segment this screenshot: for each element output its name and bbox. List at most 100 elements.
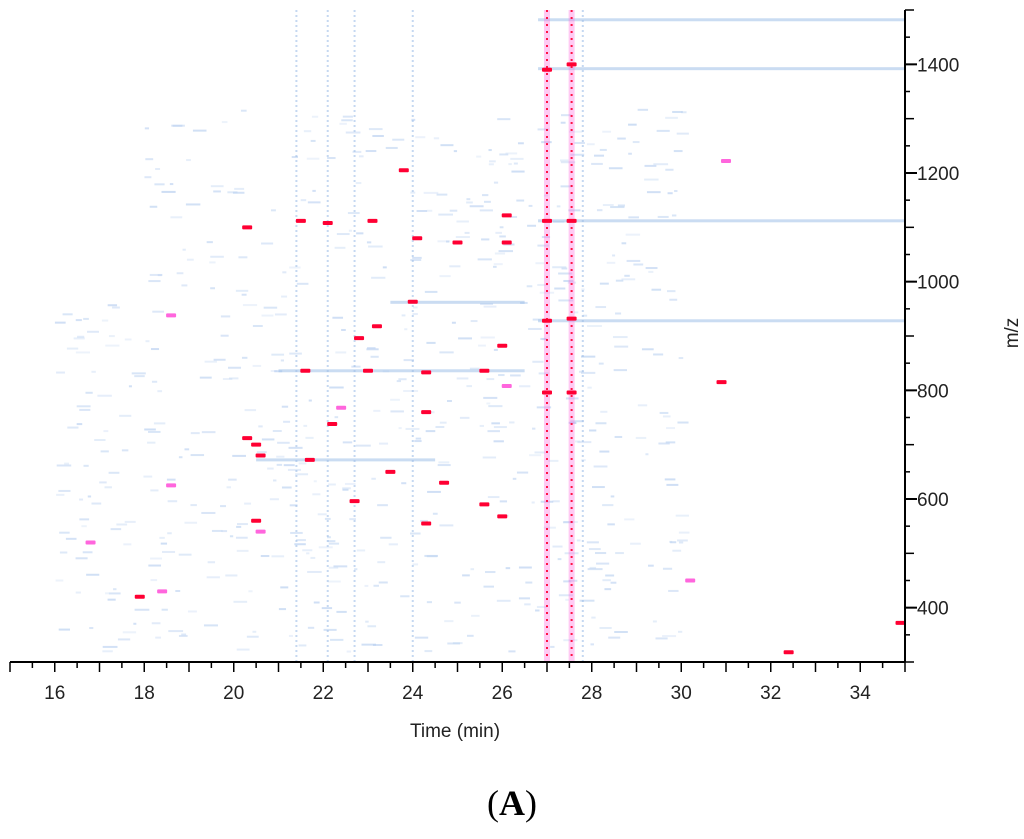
- noise-mark: [479, 209, 493, 212]
- trace-layer: [256, 10, 905, 662]
- noise-mark: [341, 328, 346, 331]
- peak-mark: [354, 336, 365, 341]
- noise-mark: [405, 427, 420, 430]
- peak-mark: [295, 218, 306, 223]
- noise-mark: [499, 153, 509, 156]
- noise-mark: [321, 607, 333, 610]
- noise-mark: [637, 404, 648, 407]
- noise-mark: [470, 320, 478, 323]
- noise-mark: [535, 609, 540, 612]
- noise-mark: [615, 279, 624, 282]
- noise-mark: [282, 271, 287, 274]
- noise-mark: [348, 229, 352, 232]
- noise-mark: [306, 552, 310, 555]
- noise-mark: [160, 542, 168, 545]
- noise-mark: [310, 139, 316, 142]
- noise-mark: [617, 204, 625, 207]
- noise-mark: [298, 644, 307, 647]
- noise-mark: [538, 372, 549, 375]
- noise-mark: [617, 137, 626, 140]
- noise-mark: [484, 200, 491, 203]
- noise-mark: [330, 638, 344, 641]
- noise-mark: [587, 325, 602, 328]
- noise-mark: [458, 337, 473, 340]
- noise-mark: [246, 635, 259, 638]
- noise-mark: [347, 212, 360, 215]
- noise-mark: [162, 550, 176, 553]
- noise-mark: [371, 276, 386, 279]
- noise-mark: [73, 337, 85, 340]
- noise-mark: [454, 601, 461, 604]
- noise-mark: [311, 115, 319, 118]
- noise-mark: [368, 128, 383, 131]
- noise-mark: [358, 155, 364, 158]
- noise-mark: [283, 464, 295, 467]
- peak-mark: [300, 368, 311, 373]
- noise-mark: [269, 498, 279, 501]
- noise-mark: [87, 330, 99, 333]
- noise-mark: [591, 616, 596, 619]
- noise-mark: [415, 136, 426, 139]
- noise-mark: [653, 353, 664, 356]
- noise-mark: [366, 348, 379, 351]
- noise-mark: [568, 579, 578, 582]
- noise-mark: [377, 561, 386, 564]
- noise-mark: [151, 622, 161, 625]
- noise-mark: [280, 359, 284, 362]
- noise-mark: [371, 477, 376, 480]
- noise-mark: [367, 347, 376, 350]
- noise-mark: [327, 157, 336, 160]
- noise-mark: [438, 213, 453, 216]
- noise-mark: [543, 526, 556, 529]
- noise-mark: [466, 634, 474, 637]
- peak-mark: [716, 380, 727, 385]
- noise-mark: [89, 627, 94, 630]
- noise-mark: [664, 478, 676, 481]
- noise-mark: [145, 158, 154, 161]
- noise-mark: [532, 360, 544, 363]
- noise-mark: [134, 608, 150, 611]
- noise-mark: [678, 357, 684, 360]
- noise-mark: [648, 564, 654, 567]
- noise-mark: [244, 502, 252, 505]
- noise-mark: [211, 529, 223, 532]
- peak-mark: [412, 236, 423, 241]
- noise-mark: [148, 564, 162, 567]
- noise-mark: [478, 344, 486, 347]
- noise-mark: [451, 321, 456, 324]
- noise-mark: [561, 267, 568, 270]
- noise-mark: [123, 543, 132, 546]
- noise-mark: [102, 645, 118, 648]
- noise-mark: [244, 409, 257, 412]
- noise-mark: [370, 355, 379, 358]
- noise-mark: [667, 192, 673, 195]
- noise-mark: [410, 191, 416, 194]
- noise-mark: [524, 603, 531, 606]
- peak-mark: [783, 650, 794, 655]
- noise-mark: [213, 358, 226, 361]
- noise-mark: [489, 160, 496, 163]
- noise-mark: [207, 561, 216, 564]
- horizontal-trace: [538, 319, 905, 323]
- noise-mark: [380, 536, 392, 539]
- noise-mark: [510, 374, 521, 377]
- noise-mark: [104, 486, 112, 489]
- noise-mark: [628, 216, 639, 219]
- noise-mark: [390, 398, 400, 401]
- noise-mark: [333, 565, 348, 568]
- noise-mark: [221, 121, 228, 124]
- noise-mark: [596, 209, 603, 212]
- noise-mark: [509, 421, 515, 424]
- noise-mark: [190, 504, 197, 507]
- peak-mark: [407, 299, 418, 304]
- noise-mark: [307, 626, 315, 629]
- x-tick-label: 16: [44, 683, 65, 704]
- noise-mark: [274, 370, 283, 373]
- noise-mark: [119, 414, 132, 417]
- noise-mark: [300, 199, 307, 202]
- noise-mark: [567, 281, 577, 284]
- horizontal-trace: [278, 369, 525, 373]
- noise-mark: [426, 341, 436, 344]
- noise-mark: [635, 436, 647, 439]
- noise-mark: [560, 161, 576, 164]
